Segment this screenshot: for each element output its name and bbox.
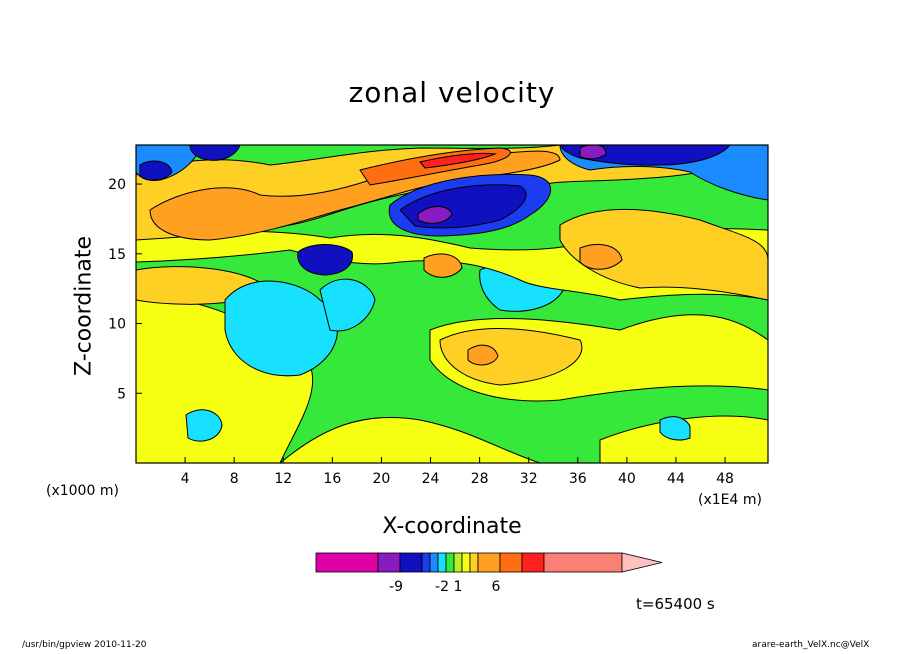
time-label: t=65400 s	[636, 595, 715, 613]
colorbar-segment	[453, 552, 463, 573]
colorbar-extension-arrow	[621, 552, 663, 573]
colorbar-segment	[421, 552, 431, 573]
x-axis-label: X-coordinate	[382, 514, 522, 539]
x-tick-label: 36	[569, 471, 587, 487]
x-axis: 4 8 12 16 20 24 28 32 36 40 44 48	[181, 457, 734, 487]
colorbar-tick-label: 6	[492, 579, 501, 595]
colorbar-segment	[499, 552, 523, 573]
y-tick-label: 15	[108, 247, 126, 263]
colorbar-tick-label: -2	[435, 579, 449, 595]
colorbar-segment	[429, 552, 439, 573]
x-scale-note: (x1E4 m)	[698, 492, 762, 508]
y-tick-label: 10	[108, 317, 126, 333]
contour-fill-area	[136, 145, 768, 463]
x-tick-label: 8	[230, 471, 239, 487]
x-tick-label: 12	[274, 471, 292, 487]
y-tick-label: 5	[117, 386, 126, 402]
colorbar-segment	[399, 552, 423, 573]
x-tick-label: 28	[471, 471, 489, 487]
colorbar-segment	[461, 552, 471, 573]
x-tick-label: 32	[520, 471, 538, 487]
colorbar-segment	[521, 552, 545, 573]
footer-file-variable: arare-earth_VelX.nc@VelX	[752, 640, 870, 650]
x-tick-label: 40	[618, 471, 636, 487]
colorbar-labels: -9 -2 1 6	[389, 579, 501, 595]
colorbar-segment	[469, 552, 479, 573]
plot-frame	[135, 144, 769, 464]
x-tick-label: 44	[667, 471, 685, 487]
footer-program-date: /usr/bin/gpview 2010-11-20	[22, 640, 147, 650]
x-tick-label: 20	[373, 471, 391, 487]
x-tick-label: 16	[323, 471, 341, 487]
colorbar-segment	[477, 552, 501, 573]
y-scale-note: (x1000 m)	[46, 483, 119, 499]
x-tick-label: 48	[716, 471, 734, 487]
y-axis-label: Z-coordinate	[71, 236, 97, 376]
colorbar-segment	[437, 552, 447, 573]
y-tick-label: 20	[108, 177, 126, 193]
colorbar-tick-label: 1	[454, 579, 463, 595]
colorbar	[315, 552, 663, 573]
x-tick-label: 24	[422, 471, 440, 487]
colorbar-segment	[543, 552, 623, 573]
colorbar-tick-label: -9	[389, 579, 403, 595]
colorbar-segment	[377, 552, 401, 573]
chart-title: zonal velocity	[348, 76, 556, 109]
x-tick-label: 4	[181, 471, 190, 487]
colorbar-segment	[445, 552, 455, 573]
y-axis: 5 10 15 20	[108, 177, 142, 402]
colorbar-segment	[315, 552, 379, 573]
